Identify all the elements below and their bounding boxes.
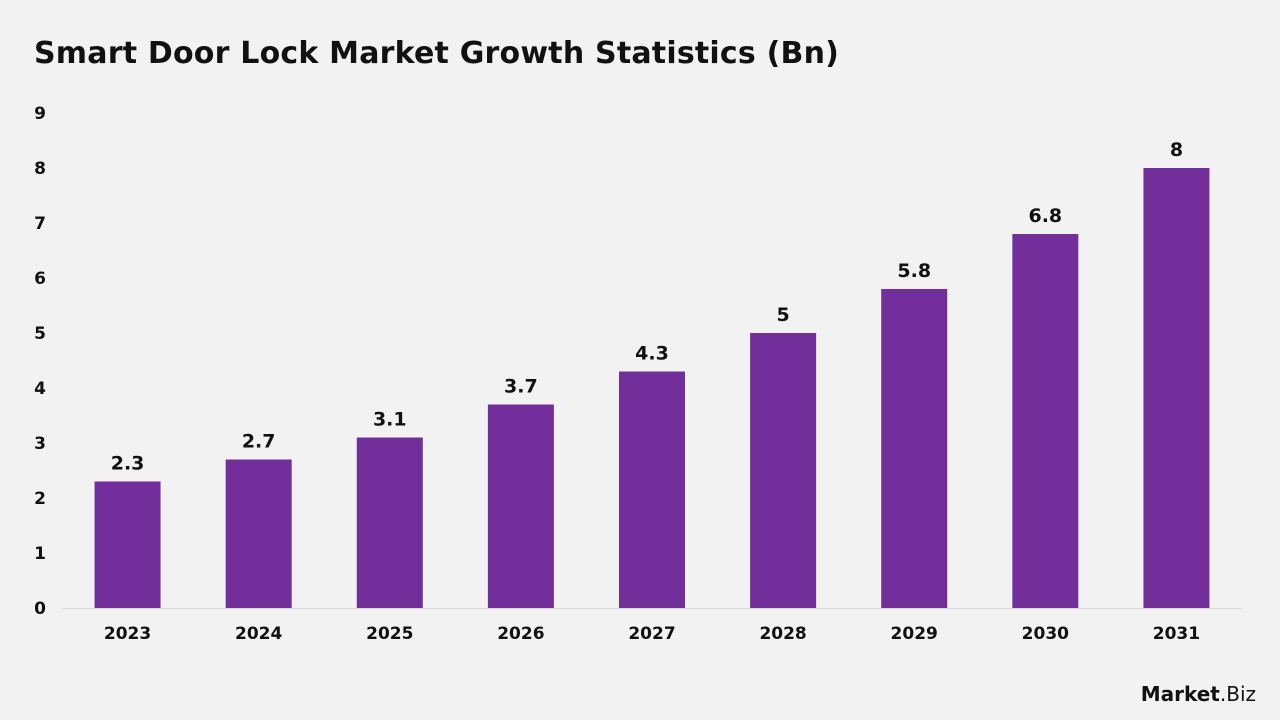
y-tick-label-0: 0 xyxy=(34,599,46,619)
x-tick-label-2024: 2024 xyxy=(235,624,282,644)
x-axis-ticks: 2023 2024 2025 2026 2027 2028 2029 2030 2031 xyxy=(104,624,1200,644)
y-axis-ticks: 0 1 2 3 4 5 6 7 8 9 xyxy=(34,104,46,619)
bar-2029 xyxy=(881,289,948,608)
x-tick-label-2027: 2027 xyxy=(628,624,675,644)
x-tick-label-2030: 2030 xyxy=(1022,624,1069,644)
data-label-2027: 4.3 xyxy=(635,343,669,365)
y-tick-label-4: 4 xyxy=(34,379,46,399)
data-label-2026: 3.7 xyxy=(504,376,538,398)
bar-2027 xyxy=(619,371,685,608)
bar-2028 xyxy=(750,333,817,608)
x-tick-label-2026: 2026 xyxy=(497,624,544,644)
x-tick-label-2025: 2025 xyxy=(366,624,413,644)
y-tick-label-3: 3 xyxy=(34,434,46,454)
data-label-2030: 6.8 xyxy=(1028,205,1062,227)
x-tick-label-2031: 2031 xyxy=(1153,624,1200,644)
logo-word-market: Market xyxy=(1140,682,1220,706)
data-label-2025: 3.1 xyxy=(373,409,407,431)
marketbiz-logo: Market .Biz xyxy=(1141,682,1256,706)
chart-title: Smart Door Lock Market Growth Statistics… xyxy=(34,36,840,71)
bar-2031 xyxy=(1143,168,1210,608)
data-label-2023: 2.3 xyxy=(111,453,145,475)
x-tick-label-2023: 2023 xyxy=(104,624,151,644)
y-tick-label-2: 2 xyxy=(34,489,46,509)
bar-2026 xyxy=(487,404,554,608)
x-tick-label-2029: 2029 xyxy=(891,624,938,644)
y-tick-label-5: 5 xyxy=(34,324,46,344)
y-tick-label-9: 9 xyxy=(34,104,46,124)
logo-word-biz: .Biz xyxy=(1219,682,1256,706)
bar-2024 xyxy=(225,459,292,608)
y-tick-label-6: 6 xyxy=(34,269,46,289)
bar-series xyxy=(94,168,1210,608)
y-tick-label-8: 8 xyxy=(34,159,46,179)
data-labels: 2.3 2.7 3.1 3.7 4.3 5 5.8 6.8 8 xyxy=(111,139,1183,475)
bar-2023 xyxy=(94,481,161,608)
data-label-2029: 5.8 xyxy=(897,260,931,282)
y-tick-label-7: 7 xyxy=(34,214,46,234)
y-tick-label-1: 1 xyxy=(34,544,46,564)
bar-2030 xyxy=(1012,234,1079,608)
bar-2025 xyxy=(356,437,423,608)
data-label-2031: 8 xyxy=(1170,139,1183,161)
data-label-2028: 5 xyxy=(776,304,789,326)
data-label-2024: 2.7 xyxy=(242,431,276,453)
x-tick-label-2028: 2028 xyxy=(759,624,806,644)
